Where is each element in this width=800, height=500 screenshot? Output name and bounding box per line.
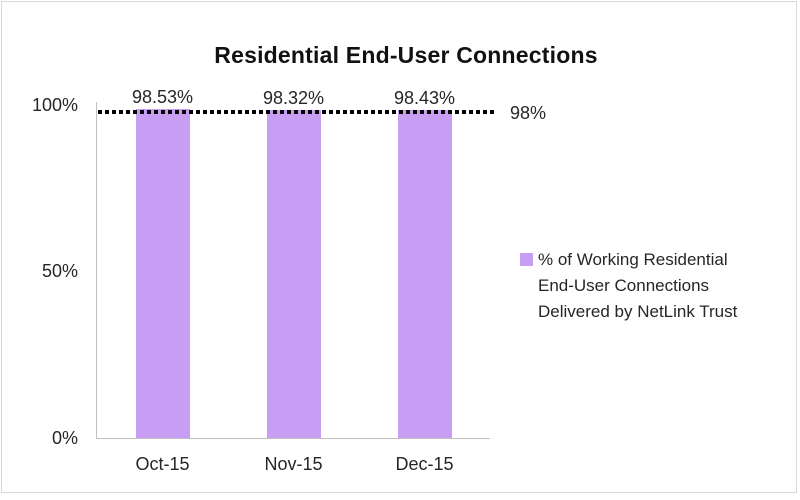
y-axis-tick-label: 0% — [51, 428, 78, 448]
x-axis-line — [96, 438, 490, 439]
bar — [135, 109, 190, 438]
y-axis-tick-label: 50% — [41, 261, 78, 282]
legend-label-line: % of Working Residential — [538, 250, 728, 269]
y-axis-tick-label: 100% — [31, 94, 78, 115]
x-axis-category-label: Nov-15 — [264, 454, 323, 474]
legend-label-line: End-User Connections — [538, 276, 710, 295]
x-axis-category-label: Oct-15 — [135, 454, 190, 474]
bar-value-label: 98.53% — [131, 87, 194, 108]
legend-label: % of Working Residential End-User Connec… — [538, 247, 788, 325]
target-line — [98, 110, 494, 115]
chart-border — [1, 1, 797, 493]
bar — [397, 109, 452, 438]
bar — [266, 110, 321, 438]
bar-value-label: 98.43% — [393, 87, 456, 108]
legend-label-line: Delivered by NetLink Trust — [538, 302, 738, 321]
legend-swatch-icon — [520, 253, 533, 266]
target-line-label: 98% — [510, 103, 547, 124]
bar-value-label: 98.32% — [262, 88, 325, 109]
y-axis-line — [96, 102, 97, 438]
x-axis-category-label: Dec-15 — [395, 454, 454, 474]
chart-title: Residential End-User Connections — [214, 42, 598, 68]
legend: % of Working Residential End-User Connec… — [520, 247, 788, 325]
